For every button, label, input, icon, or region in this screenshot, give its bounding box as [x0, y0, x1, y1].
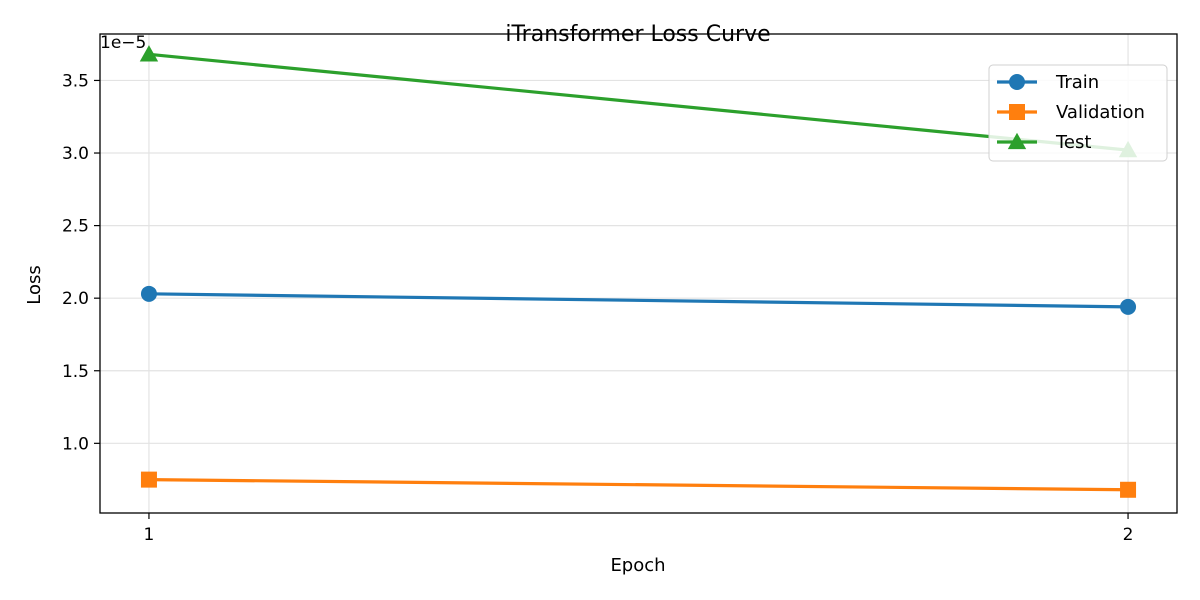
series-validation-point	[1120, 481, 1137, 498]
y-tick-label: 1.0	[62, 434, 89, 454]
legend-swatch-marker	[1007, 132, 1027, 150]
series-validation-point	[140, 471, 157, 488]
tick-layer: 1 2 1.0 1.5 2.0 2.5 3.0 3.5	[62, 71, 1134, 545]
legend-frame	[988, 64, 1168, 162]
legend-item-test: Test	[997, 132, 1091, 153]
y-axis-label: Loss	[24, 265, 45, 304]
series-train-point	[140, 285, 157, 302]
legend-label: Test	[1055, 132, 1091, 153]
legend-item-validation: Validation	[997, 102, 1145, 123]
y-tick-label: 1.5	[62, 362, 89, 382]
legend-items: Train Validation Test	[997, 72, 1145, 153]
legend-label: Validation	[1056, 102, 1145, 123]
series-train	[140, 285, 1137, 315]
x-axis-label: Epoch	[610, 555, 665, 576]
y-tick-label: 3.5	[62, 71, 89, 91]
series-test-line	[147, 52, 1130, 152]
series-validation-line	[147, 478, 1130, 492]
y-tick-label: 3.0	[62, 144, 89, 164]
legend-item-train: Train	[997, 72, 1099, 93]
y-tick-label: 2.0	[62, 289, 89, 309]
series-train-line	[147, 292, 1130, 309]
x-tick-label: 1	[144, 525, 155, 545]
y-axis-scale-label: 1e−5	[100, 33, 146, 53]
y-tick-label: 2.5	[62, 217, 89, 237]
series-train-point	[1120, 298, 1137, 315]
legend: Train Validation Test	[988, 64, 1168, 162]
chart-title: iTransformer Loss Curve	[505, 22, 770, 47]
plot-area-frame	[99, 33, 1178, 514]
x-tick-label: 2	[1123, 525, 1134, 545]
series-validation	[140, 471, 1137, 498]
legend-label: Train	[1055, 72, 1099, 93]
series-test-point	[139, 45, 159, 62]
series-layer	[139, 45, 1138, 498]
legend-swatch-marker	[1009, 104, 1025, 120]
legend-swatch-marker	[1009, 74, 1025, 90]
